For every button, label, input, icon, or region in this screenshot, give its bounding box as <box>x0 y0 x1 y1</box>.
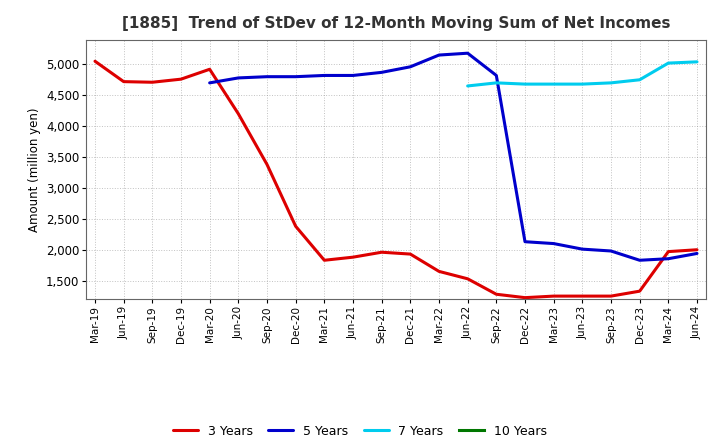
3 Years <box>578 293 587 299</box>
3 Years <box>664 249 672 254</box>
5 Years <box>320 73 328 78</box>
7 Years <box>607 80 616 85</box>
7 Years <box>549 81 558 87</box>
3 Years <box>91 59 99 64</box>
Y-axis label: Amount (million yen): Amount (million yen) <box>27 107 40 231</box>
5 Years <box>464 51 472 56</box>
5 Years <box>521 239 529 244</box>
Line: 7 Years: 7 Years <box>468 62 697 86</box>
5 Years <box>292 74 300 79</box>
5 Years <box>549 241 558 246</box>
3 Years <box>377 249 386 255</box>
3 Years <box>693 247 701 253</box>
5 Years <box>205 80 214 85</box>
5 Years <box>234 75 243 81</box>
7 Years <box>521 81 529 87</box>
3 Years <box>320 258 328 263</box>
3 Years <box>148 80 157 85</box>
3 Years <box>464 276 472 282</box>
Title: [1885]  Trend of StDev of 12-Month Moving Sum of Net Incomes: [1885] Trend of StDev of 12-Month Moving… <box>122 16 670 32</box>
3 Years <box>205 66 214 72</box>
7 Years <box>664 60 672 66</box>
3 Years <box>263 162 271 167</box>
7 Years <box>635 77 644 82</box>
5 Years <box>435 52 444 58</box>
3 Years <box>234 111 243 117</box>
3 Years <box>406 251 415 257</box>
3 Years <box>521 295 529 300</box>
3 Years <box>492 292 500 297</box>
5 Years <box>607 248 616 253</box>
5 Years <box>263 74 271 79</box>
Line: 3 Years: 3 Years <box>95 61 697 297</box>
7 Years <box>492 80 500 85</box>
5 Years <box>406 64 415 70</box>
3 Years <box>549 293 558 299</box>
5 Years <box>492 73 500 78</box>
3 Years <box>635 289 644 294</box>
3 Years <box>176 77 185 82</box>
5 Years <box>693 251 701 256</box>
Legend: 3 Years, 5 Years, 7 Years, 10 Years: 3 Years, 5 Years, 7 Years, 10 Years <box>168 420 552 440</box>
5 Years <box>635 258 644 263</box>
5 Years <box>348 73 357 78</box>
3 Years <box>348 254 357 260</box>
5 Years <box>377 70 386 75</box>
7 Years <box>693 59 701 65</box>
7 Years <box>578 81 587 87</box>
5 Years <box>578 246 587 252</box>
3 Years <box>435 269 444 274</box>
3 Years <box>292 224 300 229</box>
Line: 5 Years: 5 Years <box>210 53 697 260</box>
3 Years <box>120 79 128 84</box>
5 Years <box>664 256 672 261</box>
3 Years <box>607 293 616 299</box>
7 Years <box>464 83 472 88</box>
